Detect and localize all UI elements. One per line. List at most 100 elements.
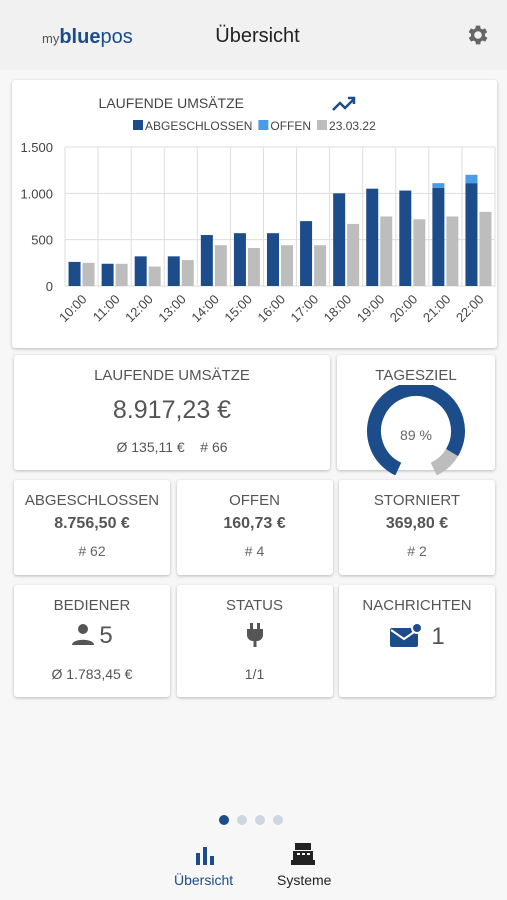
info-card[interactable]: NACHRICHTEN 1 <box>339 585 495 697</box>
x-tick-label: 18:00 <box>321 292 355 326</box>
gauge: 89 % <box>367 385 465 475</box>
x-tick-label: 14:00 <box>188 292 222 326</box>
stat-amount: 369,80 € <box>385 515 449 532</box>
summary-average: Ø 135,11 € <box>116 439 185 455</box>
stat-card[interactable]: OFFEN 160,73 € # 4 <box>176 480 333 575</box>
bar <box>314 245 327 286</box>
info-card[interactable]: STATUS 1/1 <box>176 585 333 697</box>
legend-label: 23.03.22 <box>329 119 376 133</box>
page-dot[interactable] <box>219 815 229 825</box>
info-title: BEDIENER <box>53 597 131 614</box>
bar <box>366 188 379 286</box>
nav-icon-systems[interactable] <box>290 842 316 866</box>
x-tick-label: 17:00 <box>288 292 322 326</box>
bar <box>432 183 445 188</box>
info-title: STATUS <box>226 597 283 614</box>
info-value: 1 <box>431 623 445 650</box>
summary-count: # 66 <box>200 439 228 455</box>
bar <box>167 256 180 286</box>
x-tick-label: 13:00 <box>155 292 189 326</box>
info-title: NACHRICHTEN <box>362 597 472 614</box>
summary-details: Ø 135,11 € # 66 <box>14 439 330 455</box>
page-dot[interactable] <box>255 815 265 825</box>
chart-card: LAUFENDE UMSÄTZE ABGESCHLOSSEN OFFEN 23.03.… <box>12 80 497 348</box>
bar <box>446 216 459 286</box>
bar <box>82 262 95 286</box>
bar <box>465 183 478 286</box>
gauge-card[interactable]: TAGESZIEL 89 % <box>337 355 495 475</box>
bar <box>333 193 346 286</box>
person-icon <box>72 624 95 645</box>
y-tick-label: 0 <box>46 279 53 294</box>
x-tick-label: 12:00 <box>122 292 156 326</box>
x-tick-label: 10:00 <box>56 292 90 326</box>
stat-count: # 62 <box>78 543 106 559</box>
y-tick-label: 1.500 <box>20 140 53 155</box>
settings-icon[interactable] <box>465 22 491 48</box>
info-value: 5 <box>99 622 113 649</box>
gauge-label: 89 % <box>400 427 432 443</box>
bar <box>413 219 426 286</box>
info-value-row: 5 <box>14 622 170 652</box>
stat-title: OFFEN <box>229 492 280 509</box>
header-title: Übersicht <box>215 25 300 47</box>
gauge-track <box>430 448 459 475</box>
bar <box>101 263 114 286</box>
summary-card[interactable]: LAUFENDE UMSÄTZE 8.917,23 € Ø 135,11 € #… <box>14 355 330 470</box>
x-tick-label: 22:00 <box>453 292 487 326</box>
x-tick-label: 21:00 <box>420 292 454 326</box>
y-tick-label: 1.000 <box>20 186 53 201</box>
y-tick-label: 500 <box>31 233 53 248</box>
bar <box>214 245 227 286</box>
summary-amount: 8.917,23 € <box>112 396 232 424</box>
bar <box>399 190 412 286</box>
stat-amount: 8.756,50 € <box>54 515 130 532</box>
bar <box>281 245 293 286</box>
info-value-row: 1 <box>339 622 495 652</box>
x-tick-label: 19:00 <box>354 292 388 326</box>
info-card[interactable]: BEDIENER 5 Ø 1.783,45 € <box>14 585 170 697</box>
stat-card[interactable]: STORNIERT 369,80 € # 2 <box>339 480 495 575</box>
nav-icon-overview[interactable] <box>194 844 216 866</box>
bar <box>347 223 360 286</box>
plug-icon <box>246 623 263 647</box>
legend-swatch <box>317 120 328 130</box>
bar <box>465 174 478 184</box>
chart-title: LAUFENDE UMSÄTZE <box>99 95 244 111</box>
bar <box>134 256 147 286</box>
nav-systems[interactable]: Systeme <box>277 872 332 888</box>
page-dot[interactable] <box>273 815 283 825</box>
legend-swatch <box>258 120 269 130</box>
bar <box>148 266 161 286</box>
stat-count: # 4 <box>244 543 265 559</box>
bar <box>432 187 445 286</box>
bar <box>115 263 128 286</box>
stat-card[interactable]: ABGESCHLOSSEN 8.756,50 € # 62 <box>14 480 170 575</box>
info-detail: 1/1 <box>244 666 265 682</box>
nav-overview[interactable]: Übersicht <box>174 872 234 888</box>
stat-count: # 2 <box>407 543 427 559</box>
page-dot[interactable] <box>237 815 247 825</box>
bar <box>200 235 213 286</box>
trend-icon <box>332 96 356 111</box>
legend-label: ABGESCHLOSSEN <box>145 119 252 133</box>
bar <box>267 233 279 286</box>
x-tick-label: 20:00 <box>387 292 421 326</box>
info-detail: Ø 1.783,45 € <box>51 666 133 682</box>
bar <box>247 248 260 286</box>
header: mybluepos Übersicht <box>0 0 507 70</box>
message-icon <box>390 622 424 647</box>
gauge-title: TAGESZIEL <box>375 367 457 384</box>
x-tick-label: 15:00 <box>221 292 255 326</box>
logo-prefix: my <box>42 31 60 46</box>
bar <box>479 211 492 286</box>
stat-title: ABGESCHLOSSEN <box>24 492 160 509</box>
gauge-value <box>367 385 465 475</box>
logo-brand: blue <box>59 26 101 48</box>
legend-label: OFFEN <box>270 119 311 133</box>
bar <box>300 221 313 286</box>
info-value-row <box>177 622 333 652</box>
bar <box>181 260 194 286</box>
page-indicator <box>219 812 291 830</box>
x-tick-label: 16:00 <box>255 292 289 326</box>
